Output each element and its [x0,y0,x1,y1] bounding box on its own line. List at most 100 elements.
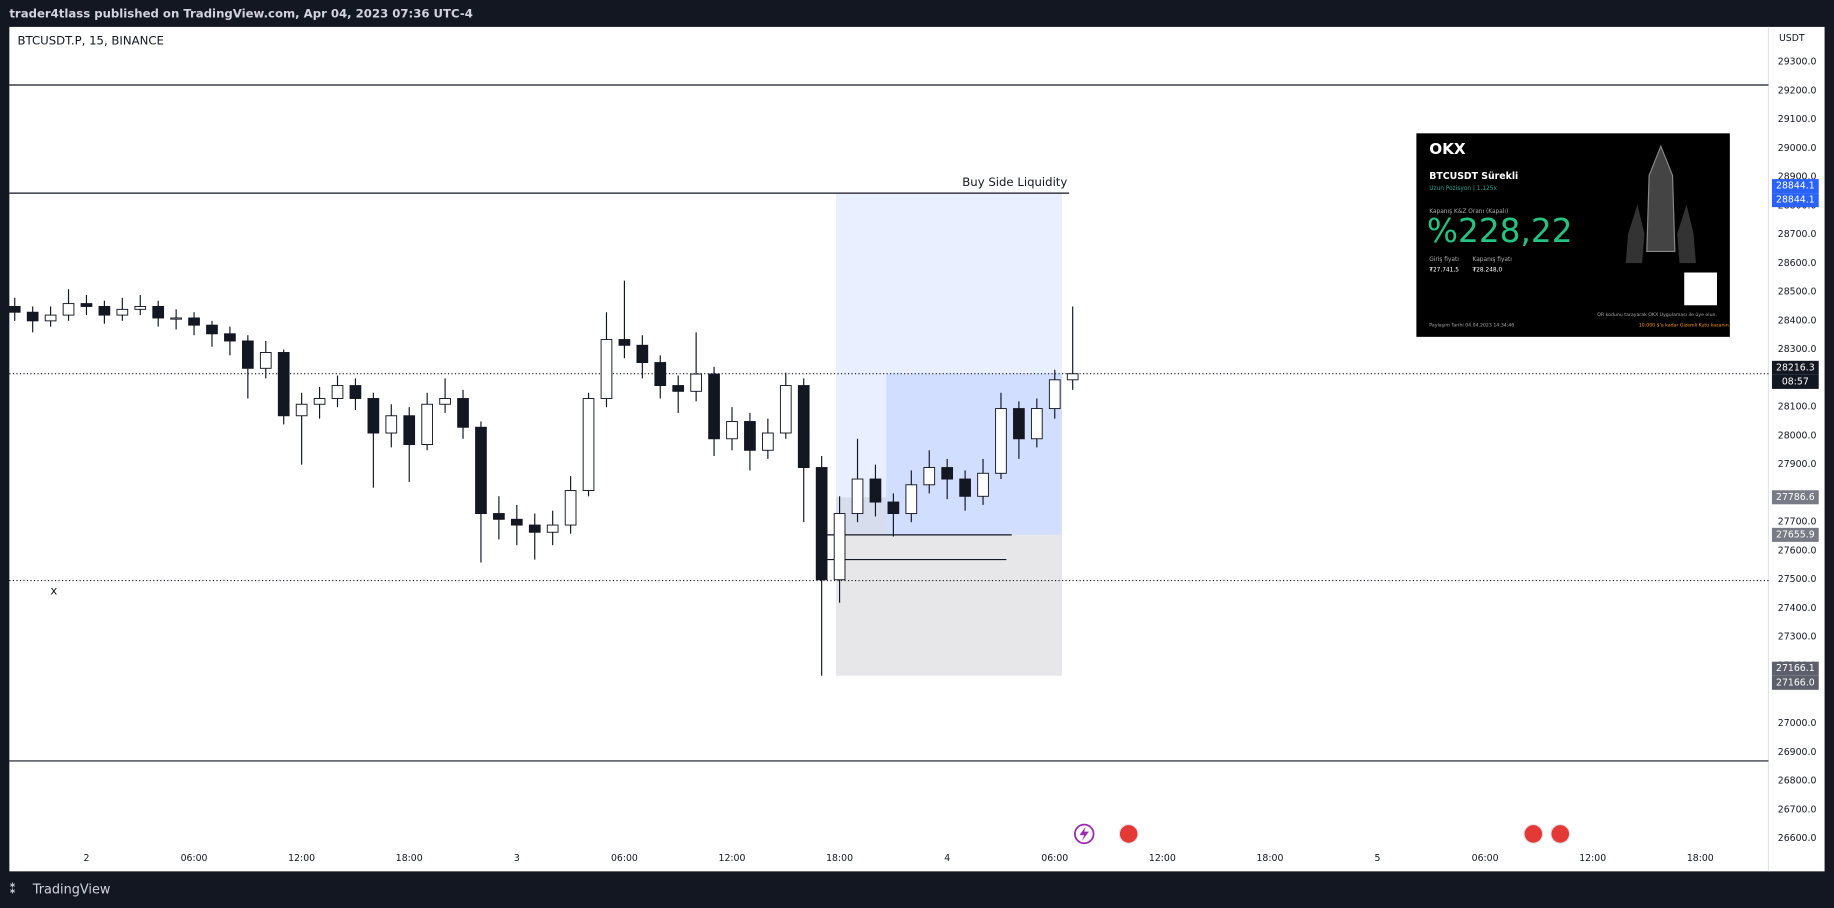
candle-body [708,373,720,440]
y-tick-label: 28100.0 [1778,402,1817,413]
candle-body [690,373,702,392]
ad-rocket [1625,204,1645,264]
ad-qr-text: QR kodunu tarayarak OKX Uygulaması ile ü… [1597,312,1717,318]
y-tick-label: 26700.0 [1778,804,1817,815]
candle-body [959,478,971,497]
candle-body [582,398,595,492]
candle-body [80,303,93,307]
y-tick-label: 26600.0 [1778,833,1817,844]
x-tick-label: 18:00 [826,853,853,864]
liquidity-label: Buy Side Liquidity [962,175,1067,189]
candle-body [26,311,39,322]
footer-logo: ⁑ [9,883,16,898]
candle-body [188,317,200,326]
candle-body [457,398,469,428]
x-tick-label: 06:00 [1472,853,1499,864]
y-tick-label: 27400.0 [1778,603,1817,614]
candle-body [797,385,810,469]
price-tag [1771,179,1819,194]
candle-body [1048,379,1061,410]
price-tag-label: 28844.1 [1776,181,1815,192]
y-tick-label: 29300.0 [1778,56,1817,67]
price-tag-label: 27166.0 [1776,677,1815,688]
candle-body [672,385,685,392]
candle-body [636,344,649,364]
candle-body [600,339,613,399]
x-tick-label: 5 [1375,853,1381,864]
x-tick-label: 18:00 [1256,853,1283,864]
candle-body [762,432,774,451]
event-icon [1523,823,1544,844]
y-tick-label: 29100.0 [1778,114,1817,125]
countdown-tag [1771,374,1819,389]
ad-exit-label: Kapanış fiyatı [1473,257,1513,263]
y-tick-label: 28000.0 [1778,430,1817,441]
candle-body [815,467,828,581]
candle-body [475,426,487,515]
y-tick-label: 29200.0 [1778,85,1817,96]
price-tag-label: 28844.1 [1776,195,1815,206]
candle-body [44,314,57,322]
y-tick-label: 27000.0 [1778,718,1817,729]
candle-body [439,398,451,405]
candle-body [995,408,1007,474]
price-tag [1771,527,1819,542]
price-tag [1771,661,1819,676]
ad-rocket [1646,144,1676,253]
candle-body [152,305,165,319]
ad-date: Paylaşım Tarihi 04.04.2023 14:34:46 [1429,323,1514,329]
event-icon [1079,826,1089,841]
x-tick-label: 06:00 [611,853,638,864]
y-tick-label: 26800.0 [1778,776,1817,787]
x-tick-label: 12:00 [719,853,746,864]
ad-logo: OKX [1429,140,1466,158]
candle-body [385,415,398,434]
candle-body [869,478,882,503]
y-tick-label: 27300.0 [1778,632,1817,643]
ad-ratio: %228,22 [1427,212,1573,250]
candle-body [923,467,936,486]
candle-body [259,352,272,369]
candle-body [833,513,846,581]
candle-body [1066,373,1079,381]
event-icon [1550,823,1571,844]
plot: Buy Side Liquidity x 29300.0 29200.0 29100.0… [8,56,1819,864]
price-tag-label: 27166.1 [1776,663,1815,674]
footer-brand: TradingView [32,883,111,898]
candle-body [546,524,559,533]
candle-body [1013,408,1025,440]
stop-zone [835,534,1062,676]
y-tick-label: 26900.0 [1778,747,1817,758]
price-tag [1771,675,1819,690]
events [1073,823,1571,845]
y-tick-label: 27500.0 [1778,574,1817,585]
x-tick-label: 3 [514,853,520,864]
event-icon [1118,823,1139,844]
countdown: 08:57 [1782,376,1809,387]
currency: USDT [1779,33,1805,44]
y-tick-label: 28500.0 [1778,287,1817,298]
candle-body [941,467,954,480]
candle-body [510,518,523,526]
candle-body [8,305,21,313]
x-tick-label: 06:00 [181,853,208,864]
candle-body [367,398,380,434]
candle-body [62,303,75,316]
ad-exit: ₮28.248,0 [1473,268,1503,274]
candle-body [224,333,236,342]
candle-body [851,478,864,515]
x-tick-label: 2 [83,853,89,864]
ad-card: OKX BTCUSDT Sürekli Uzun Pozisyon | 1.12… [1416,133,1730,337]
candle-body [905,484,918,515]
y-tick-label: 28400.0 [1778,315,1817,326]
candle-body [977,472,989,497]
ad-entry-label: Giriş fiyatı [1429,257,1459,263]
ad-promo: 10.000 $'a kadar Gizemli Kutu kazanın [1639,323,1729,329]
candle-body [744,421,756,451]
x-tick-label: 12:00 [1579,853,1606,864]
candle-body [564,490,577,526]
candle-body [277,352,290,417]
candle-body [241,340,254,369]
